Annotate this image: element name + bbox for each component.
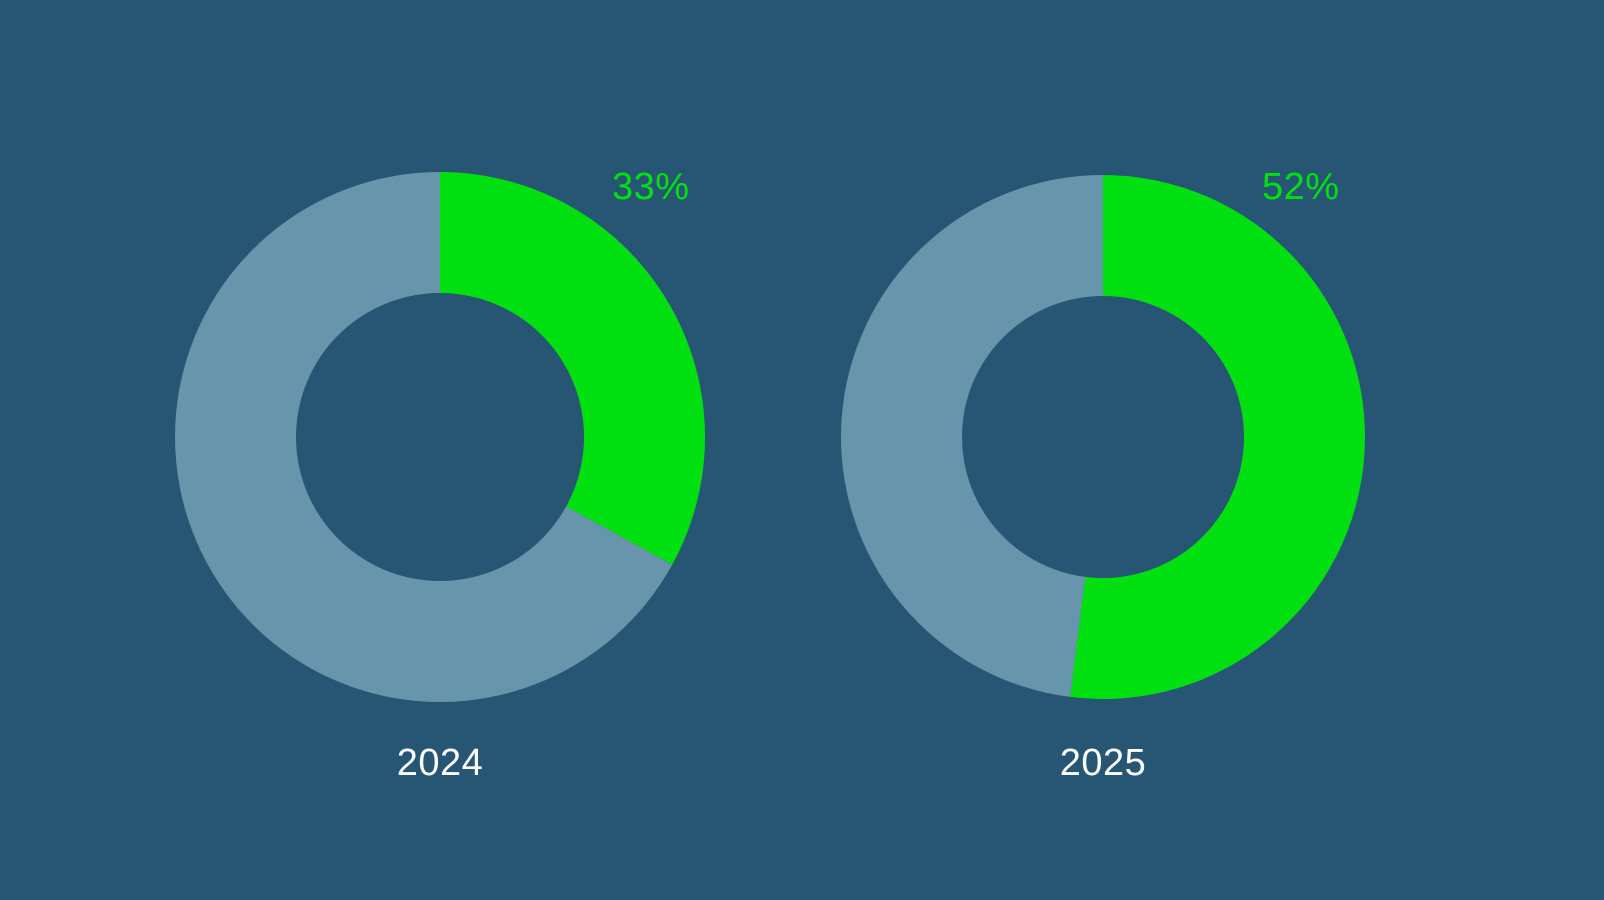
donut-slice-share-2024[interactable] xyxy=(440,172,705,565)
category-label-2025: 2025 xyxy=(1059,742,1147,784)
category-label-2024: 2024 xyxy=(396,742,484,784)
donut-slice-remainder-2024[interactable] xyxy=(175,172,673,702)
donut-2024-slices xyxy=(175,172,705,702)
donut-slice-remainder-2025[interactable] xyxy=(840,175,1103,697)
value-label-2024: 33% xyxy=(612,166,690,208)
donut-2025-slices xyxy=(840,175,1365,699)
value-label-2025: 52% xyxy=(1262,166,1340,208)
donut-slice-share-2025[interactable] xyxy=(1070,175,1365,699)
